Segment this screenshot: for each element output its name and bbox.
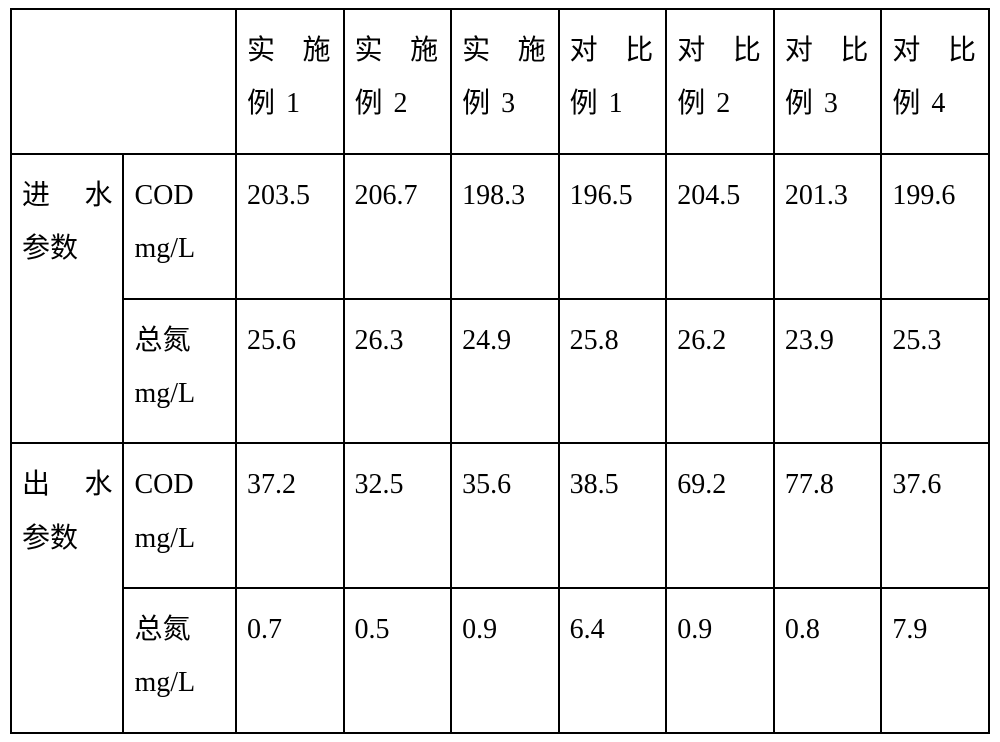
column-header: 对比 例 4: [881, 9, 989, 154]
column-header: 实施 例 3: [451, 9, 559, 154]
data-cell: 37.6: [881, 443, 989, 588]
data-cell: 199.6: [881, 154, 989, 299]
param-label: 总氮 mg/L: [123, 588, 235, 733]
column-header-line1: 实施: [462, 24, 548, 77]
data-cell: 7.9: [881, 588, 989, 733]
table-row: 总氮 mg/L 0.7 0.5 0.9 6.4 0.9 0.8 7.9: [11, 588, 989, 733]
table-header-row: 实施 例 1 实施 例 2 实施 例 3 对比 例 1 对比 例 2 对比 例 …: [11, 9, 989, 154]
column-header-line2: 例 1: [247, 88, 302, 119]
group-label-line2: 参数: [22, 523, 78, 554]
data-cell: 204.5: [666, 154, 774, 299]
group-label-line2: 参数: [22, 233, 78, 264]
data-cell: 198.3: [451, 154, 559, 299]
data-cell: 23.9: [774, 299, 882, 444]
data-cell: 0.7: [236, 588, 344, 733]
param-label: COD mg/L: [123, 443, 235, 588]
param-line1: COD: [134, 458, 224, 511]
param-line1: 总氮: [134, 603, 224, 656]
data-cell: 35.6: [451, 443, 559, 588]
data-table-container: 实施 例 1 实施 例 2 实施 例 3 对比 例 1 对比 例 2 对比 例 …: [0, 0, 1000, 742]
column-header-line2: 例 2: [355, 88, 410, 119]
table-row: 进水 参数 COD mg/L 203.5 206.7 198.3 196.5 2…: [11, 154, 989, 299]
data-table: 实施 例 1 实施 例 2 实施 例 3 对比 例 1 对比 例 2 对比 例 …: [10, 8, 990, 734]
param-label: 总氮 mg/L: [123, 299, 235, 444]
column-header: 对比 例 2: [666, 9, 774, 154]
column-header-line2: 例 1: [570, 88, 625, 119]
param-label: COD mg/L: [123, 154, 235, 299]
data-cell: 38.5: [559, 443, 667, 588]
data-cell: 0.9: [666, 588, 774, 733]
data-cell: 69.2: [666, 443, 774, 588]
column-header-line1: 对比: [570, 24, 656, 77]
column-header: 对比 例 1: [559, 9, 667, 154]
data-cell: 201.3: [774, 154, 882, 299]
column-header-line1: 实施: [355, 24, 441, 77]
param-line2: mg/L: [134, 523, 195, 554]
data-cell: 77.8: [774, 443, 882, 588]
data-cell: 37.2: [236, 443, 344, 588]
column-header-line1: 对比: [677, 24, 763, 77]
param-line1: 总氮: [134, 314, 224, 367]
data-cell: 203.5: [236, 154, 344, 299]
data-cell: 26.3: [344, 299, 452, 444]
param-line2: mg/L: [134, 667, 195, 698]
column-header-line1: 对比: [785, 24, 871, 77]
column-header-line1: 实施: [247, 24, 333, 77]
column-header-line1: 对比: [892, 24, 978, 77]
data-cell: 32.5: [344, 443, 452, 588]
data-cell: 24.9: [451, 299, 559, 444]
row-group-label: 进水 参数: [11, 154, 123, 444]
column-header: 对比 例 3: [774, 9, 882, 154]
column-header-line2: 例 4: [892, 88, 947, 119]
group-label-line1: 出水: [22, 458, 112, 511]
param-line2: mg/L: [134, 233, 195, 264]
column-header: 实施 例 2: [344, 9, 452, 154]
row-group-label: 出水 参数: [11, 443, 123, 733]
data-cell: 0.5: [344, 588, 452, 733]
data-cell: 0.8: [774, 588, 882, 733]
column-header-line2: 例 3: [462, 88, 517, 119]
data-cell: 206.7: [344, 154, 452, 299]
data-cell: 25.3: [881, 299, 989, 444]
param-line2: mg/L: [134, 378, 195, 409]
table-row: 总氮 mg/L 25.6 26.3 24.9 25.8 26.2 23.9 25…: [11, 299, 989, 444]
header-blank-cell: [11, 9, 236, 154]
param-line1: COD: [134, 169, 224, 222]
column-header: 实施 例 1: [236, 9, 344, 154]
data-cell: 196.5: [559, 154, 667, 299]
table-row: 出水 参数 COD mg/L 37.2 32.5 35.6 38.5 69.2 …: [11, 443, 989, 588]
data-cell: 25.8: [559, 299, 667, 444]
group-label-line1: 进水: [22, 169, 112, 222]
column-header-line2: 例 2: [677, 88, 732, 119]
data-cell: 6.4: [559, 588, 667, 733]
data-cell: 0.9: [451, 588, 559, 733]
data-cell: 25.6: [236, 299, 344, 444]
column-header-line2: 例 3: [785, 88, 840, 119]
data-cell: 26.2: [666, 299, 774, 444]
